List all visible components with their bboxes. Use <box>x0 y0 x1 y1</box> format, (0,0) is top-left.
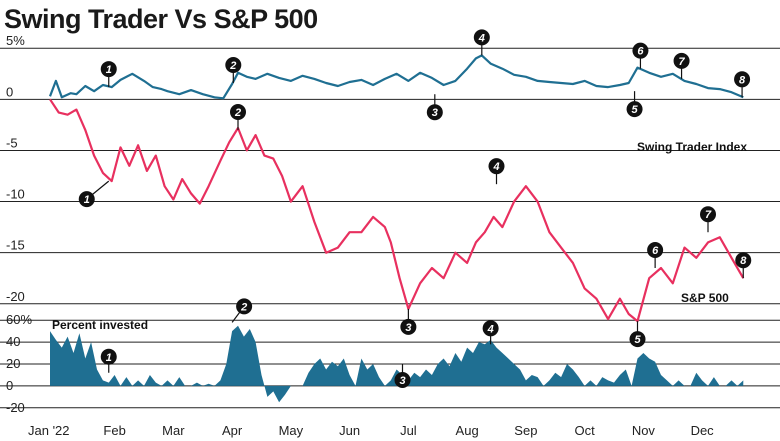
marker-sp500-2: 2 <box>230 104 246 130</box>
top-y-tick-label: -15 <box>6 238 25 253</box>
marker-sp500-5: 5 <box>629 321 646 348</box>
bottom-y-tick-label: -20 <box>6 400 25 415</box>
marker-number: 2 <box>229 60 236 72</box>
bottom-y-tick-label: 60% <box>6 312 32 327</box>
marker-number: 8 <box>739 74 746 86</box>
marker-number: 5 <box>634 334 641 346</box>
marker-number: 3 <box>432 107 438 119</box>
top-y-tick-label: 0 <box>6 84 13 99</box>
top-y-tick-label: 5% <box>6 33 25 48</box>
marker-circle <box>734 71 751 88</box>
marker-number: 4 <box>478 32 485 44</box>
marker-number: 3 <box>399 375 405 387</box>
marker-number: 6 <box>637 46 644 58</box>
swing-trader-index-line <box>48 54 744 100</box>
event-markers: 1 2 3 4 5 6 7 8 1 2 3 4 5 6 7 8 1 2 3 4 <box>78 29 752 388</box>
marker-circle <box>100 348 117 365</box>
x-tick-label-11: Dec <box>691 423 715 438</box>
marker-number: 6 <box>652 245 659 257</box>
marker-number: 7 <box>679 56 686 68</box>
marker-circle <box>626 101 643 118</box>
marker-number: 1 <box>84 194 90 206</box>
marker-swing-3: 3 <box>426 94 443 121</box>
swing-trader-index-label: Swing Trader Index <box>637 140 747 154</box>
invested-marker-4: 4 <box>482 320 499 345</box>
marker-circle <box>735 252 752 269</box>
x-tick-label-10: Nov <box>632 423 656 438</box>
marker-circle <box>488 158 505 175</box>
x-tick-label-5: Jun <box>339 423 360 438</box>
x-tick-label-4: May <box>279 423 304 438</box>
marker-sp500-3: 3 <box>400 308 417 335</box>
bottom-y-tick-label: 0 <box>6 378 13 393</box>
sp500-label: S&P 500 <box>681 291 729 305</box>
marker-circle <box>673 52 690 69</box>
marker-sp500-7: 7 <box>700 206 716 233</box>
marker-sp500-8: 8 <box>735 252 752 279</box>
marker-circle <box>100 61 117 78</box>
y-tick-labels: 5% 0 -5 -10 -15 -20 60% 40 20 0 -20 <box>6 33 32 415</box>
marker-number: 5 <box>632 104 639 116</box>
marker-sp500-1: 1 <box>78 180 110 208</box>
marker-number: 2 <box>234 107 241 119</box>
marker-circle <box>225 56 242 73</box>
marker-circle <box>700 206 716 223</box>
marker-circle <box>629 331 646 348</box>
invested-marker-2: 2 <box>231 298 253 323</box>
bottom-y-tick-label: 20 <box>6 356 20 371</box>
percent-invested-area-path <box>50 325 744 403</box>
x-tick-label-1: Feb <box>103 423 125 438</box>
marker-circle <box>236 298 253 315</box>
marker-sp500-4: 4 <box>488 158 505 185</box>
chart-title: Swing Trader Vs S&P 500 <box>4 4 318 34</box>
marker-number: 7 <box>705 209 712 221</box>
marker-number: 2 <box>240 301 247 313</box>
marker-number: 3 <box>405 322 411 334</box>
top-y-tick-label: -20 <box>6 289 25 304</box>
marker-swing-1: 1 <box>100 61 117 88</box>
marker-number: 8 <box>740 255 747 267</box>
marker-circle <box>400 318 417 335</box>
marker-circle <box>230 104 246 120</box>
marker-circle <box>632 42 649 59</box>
x-tick-label-3: Apr <box>222 423 243 438</box>
marker-circle <box>426 104 443 121</box>
marker-swing-8: 8 <box>734 71 751 98</box>
marker-circle <box>647 242 664 258</box>
marker-swing-5: 5 <box>626 91 643 118</box>
invested-marker-1: 1 <box>100 348 117 373</box>
marker-circle <box>394 372 411 388</box>
marker-swing-4: 4 <box>473 29 490 56</box>
invested-marker-3: 3 <box>394 364 411 388</box>
marker-circle <box>78 191 95 208</box>
x-tick-label-0: Jan '22 <box>28 423 70 438</box>
x-tick-label-8: Sep <box>514 423 537 438</box>
marker-swing-6: 6 <box>632 42 649 69</box>
top-y-tick-label: -10 <box>6 187 25 202</box>
marker-number: 4 <box>492 161 499 173</box>
marker-swing-7: 7 <box>673 52 690 79</box>
x-tick-label-9: Oct <box>575 423 596 438</box>
top-y-tick-label: -5 <box>6 135 18 150</box>
marker-circle <box>482 320 499 337</box>
bottom-panel-gridlines <box>0 319 780 409</box>
series-lines <box>48 54 745 323</box>
x-tick-label-6: Jul <box>400 423 417 438</box>
bottom-y-tick-label: 40 <box>6 334 20 349</box>
top-panel-gridlines <box>0 47 780 305</box>
sp500-line <box>49 98 745 323</box>
marker-circle <box>473 29 490 46</box>
percent-invested-area <box>50 325 744 403</box>
x-tick-label-2: Mar <box>162 423 185 438</box>
x-tick-label-7: Aug <box>456 423 479 438</box>
marker-number: 1 <box>106 352 112 364</box>
percent-invested-label: Percent invested <box>52 318 148 332</box>
marker-sp500-6: 6 <box>647 242 664 268</box>
marker-number: 1 <box>106 64 112 76</box>
marker-swing-2: 2 <box>225 56 242 83</box>
marker-number: 4 <box>487 323 494 335</box>
x-tick-labels: Jan '22 Feb Mar Apr May Jun Jul Aug Sep Oct Nov Dec <box>28 423 714 438</box>
